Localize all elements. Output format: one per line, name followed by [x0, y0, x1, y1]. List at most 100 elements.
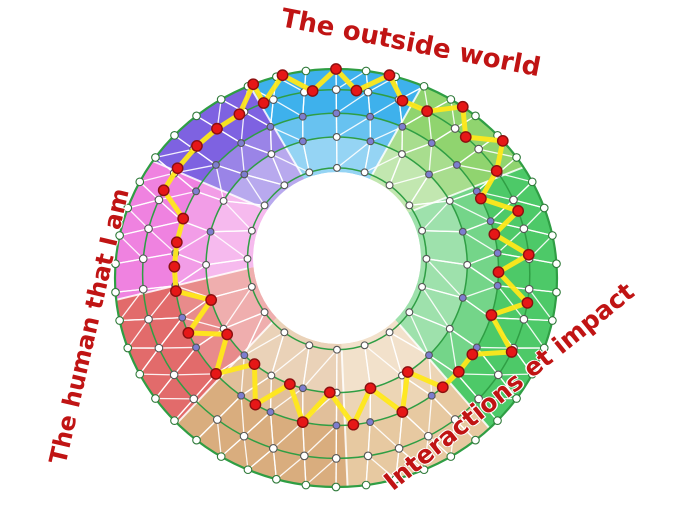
mesh-node — [450, 415, 460, 424]
red-node — [350, 84, 363, 97]
mesh-node — [394, 444, 404, 453]
mesh-node — [189, 394, 199, 404]
mesh-line — [210, 230, 252, 233]
mesh-node — [301, 480, 311, 490]
mesh-line — [394, 448, 400, 480]
mesh-node — [115, 231, 124, 240]
red-node — [170, 236, 183, 249]
mesh-node — [493, 281, 502, 290]
mesh-node — [280, 328, 289, 337]
red-node — [383, 69, 396, 82]
mesh-node — [154, 343, 164, 353]
red-node — [396, 94, 409, 107]
mesh-node — [519, 224, 529, 234]
mesh-node — [144, 224, 153, 234]
mesh-line — [173, 398, 195, 422]
red-node — [182, 326, 195, 339]
mesh-line — [497, 285, 525, 320]
red-node — [512, 205, 525, 217]
mesh-node — [268, 444, 278, 453]
mesh-line — [449, 190, 478, 202]
mesh-node — [299, 451, 309, 461]
red-node — [191, 140, 203, 152]
mesh-node — [239, 431, 249, 441]
mesh-line — [139, 373, 175, 376]
mesh-line — [466, 264, 499, 287]
mesh-node — [111, 259, 120, 269]
mesh-node — [192, 187, 201, 196]
mesh-node — [512, 394, 521, 403]
red-node — [488, 228, 501, 241]
mesh-line — [408, 174, 430, 206]
mesh-node — [445, 324, 454, 333]
mesh-line — [497, 228, 525, 254]
mesh-node — [458, 293, 467, 302]
mesh-line — [478, 398, 499, 422]
red-node — [296, 416, 309, 428]
red-node — [436, 381, 449, 394]
mesh-line — [139, 347, 160, 375]
mesh-node — [111, 287, 120, 297]
mesh-node — [539, 343, 549, 353]
mesh-node — [418, 282, 427, 291]
red-node — [490, 164, 503, 177]
mesh-line — [273, 99, 304, 118]
mesh-node — [243, 254, 252, 263]
mesh-node — [452, 160, 461, 169]
mesh-line — [269, 411, 274, 449]
red-node — [177, 212, 190, 225]
mesh-line — [449, 328, 478, 348]
mesh-node — [123, 203, 133, 213]
mesh-line — [462, 285, 498, 299]
mesh-node — [219, 196, 228, 205]
mesh-line — [240, 142, 272, 155]
mesh-line — [523, 318, 545, 349]
red-node — [396, 406, 409, 418]
mesh-node — [493, 416, 502, 426]
mesh-node — [272, 474, 281, 484]
mesh-line — [148, 228, 176, 254]
mesh-line — [450, 99, 456, 129]
mesh-line — [523, 228, 553, 237]
mesh-line — [182, 317, 224, 330]
mesh-line — [336, 116, 371, 138]
mesh-line — [240, 395, 245, 437]
mesh-line — [240, 355, 245, 396]
mesh-node — [423, 431, 433, 441]
red-node — [492, 266, 505, 279]
mesh-line — [462, 220, 491, 233]
red-node — [505, 346, 518, 358]
red-node — [474, 192, 487, 205]
mesh-line — [431, 395, 456, 420]
red-node — [323, 386, 336, 399]
mesh-line — [119, 288, 144, 321]
mesh-node — [493, 370, 503, 380]
mesh-node — [471, 435, 480, 445]
mesh-line — [369, 421, 400, 449]
mesh-node — [512, 153, 521, 162]
mesh-node — [169, 370, 179, 380]
mesh-line — [478, 148, 517, 159]
red-node — [211, 122, 223, 135]
mesh-line — [195, 190, 224, 202]
mesh-node — [202, 260, 211, 269]
mesh-line — [220, 435, 245, 458]
mesh-line — [431, 127, 456, 144]
mesh-line — [427, 395, 433, 437]
mesh-node — [151, 153, 160, 162]
mesh-line — [302, 349, 338, 389]
mesh-line — [423, 436, 429, 470]
mesh-line — [119, 318, 149, 322]
mesh-line — [401, 411, 429, 437]
mesh-line — [421, 286, 451, 330]
mesh-line — [388, 153, 403, 186]
mesh-line — [196, 419, 218, 441]
mesh-line — [421, 286, 463, 299]
mesh-line — [243, 111, 271, 128]
mesh-node — [398, 122, 407, 131]
mesh-line — [365, 455, 369, 486]
mesh-line — [389, 331, 430, 356]
sector-seam — [398, 323, 491, 429]
